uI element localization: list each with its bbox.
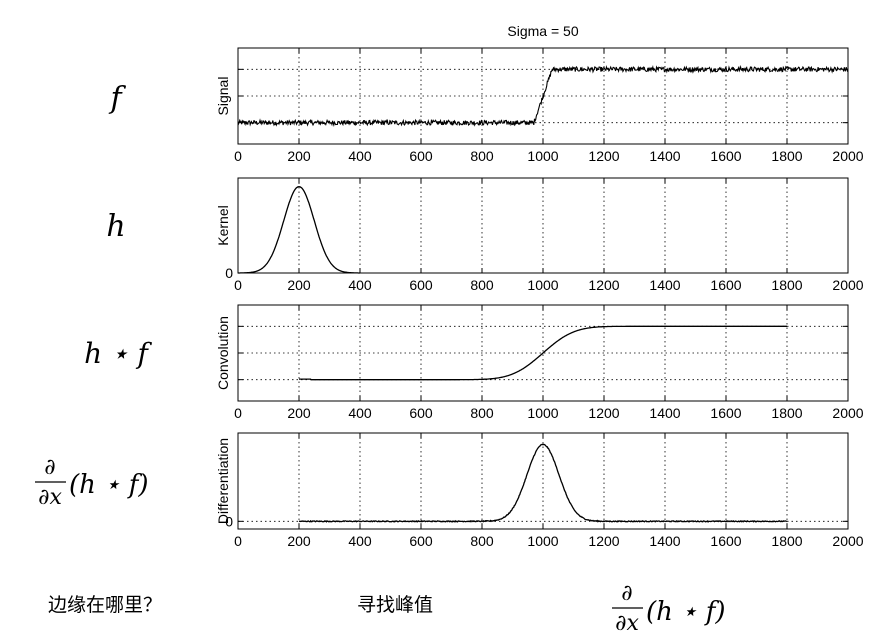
x-tick-label: 1200 (588, 277, 619, 293)
x-tick-label: 600 (409, 405, 433, 421)
x-tick-label: 200 (287, 148, 311, 164)
series-line (237, 64, 849, 127)
x-tick-label: 0 (234, 405, 242, 421)
caption-where-edge: 边缘在哪里？ (48, 594, 162, 616)
caption-derivative-formula: ∂ ∂x (h ⋆ f) (612, 581, 725, 636)
x-tick-label: 400 (348, 533, 372, 549)
x-tick-label: 1400 (649, 405, 680, 421)
x-tick-label: 400 (348, 277, 372, 293)
x-tick-label: 1600 (710, 533, 741, 549)
series-line (238, 185, 360, 274)
series-line (299, 325, 787, 381)
series-line (298, 443, 788, 523)
x-tick-label: 1800 (771, 405, 802, 421)
row-label-signal: f (108, 81, 126, 116)
panel-signal: 0 200 400 600 800 1000 1200 1400 1600 1800 2000 Sig… (215, 47, 864, 164)
x-tick-label: 400 (348, 405, 372, 421)
partial-denominator: ∂x (38, 485, 62, 510)
panel-convolution: 0 200 400 600 800 1000 1200 1400 1600 1800 2000 Con… (215, 304, 864, 421)
x-tick-label: 600 (409, 533, 433, 549)
x-tick-label: 1800 (771, 148, 802, 164)
caption-partial-numerator: ∂ (621, 581, 632, 606)
row-label-kernel: h (106, 209, 125, 244)
x-tick-label: 1200 (588, 405, 619, 421)
x-tick-label: 800 (470, 533, 494, 549)
partial-numerator: ∂ (44, 455, 55, 480)
x-tick-label: 2000 (832, 533, 863, 549)
x-tick-label: 800 (470, 405, 494, 421)
x-tick-label: 0 (234, 277, 242, 293)
y-tick-label: 0 (225, 513, 233, 529)
x-tick-label: 200 (287, 533, 311, 549)
x-tick-label: 0 (234, 148, 242, 164)
row-label-differentiation: ∂ ∂x (h ⋆ f) (35, 455, 148, 510)
x-tick-label: 1000 (527, 277, 558, 293)
row-label-convolution: h ⋆ f (84, 337, 152, 370)
x-tick-label: 1000 (527, 533, 558, 549)
caption-derivative-suffix: (h ⋆ f) (646, 597, 725, 627)
figure-title: Sigma = 50 (507, 23, 578, 39)
x-tick-label: 1400 (649, 148, 680, 164)
x-tick-label: 1600 (710, 405, 741, 421)
x-tick-label: 1600 (710, 148, 741, 164)
x-tick-label: 600 (409, 148, 433, 164)
y-tick-label: 0 (225, 265, 233, 281)
x-tick-label: 1000 (527, 148, 558, 164)
x-tick-label: 400 (348, 148, 372, 164)
x-tick-label: 1200 (588, 148, 619, 164)
x-tick-label: 200 (287, 277, 311, 293)
x-tick-label: 2000 (832, 277, 863, 293)
caption-find-peak: 寻找峰值 (357, 594, 433, 616)
x-tick-label: 200 (287, 405, 311, 421)
x-tick-label: 600 (409, 277, 433, 293)
x-tick-label: 1400 (649, 533, 680, 549)
x-tick-label: 2000 (832, 148, 863, 164)
panel-kernel: 0 200 400 600 800 1000 1200 1400 1600 1800 2000 0 Ke… (215, 177, 864, 293)
x-tick-label: 1800 (771, 277, 802, 293)
x-tick-label: 1000 (527, 405, 558, 421)
x-tick-label: 1200 (588, 533, 619, 549)
caption-partial-denominator: ∂x (615, 611, 639, 636)
y-axis-label: Differentiation (215, 438, 231, 524)
x-tick-label: 1800 (771, 533, 802, 549)
differentiation-suffix: (h ⋆ f) (69, 470, 148, 500)
x-tick-label: 800 (470, 277, 494, 293)
y-axis-label: Signal (215, 77, 231, 116)
panel-differentiation: 0 200 400 600 800 1000 1200 1400 1600 1800 2000 0Di… (215, 432, 864, 549)
y-axis-label: Convolution (215, 316, 231, 390)
x-tick-label: 2000 (832, 405, 863, 421)
x-tick-label: 1400 (649, 277, 680, 293)
y-axis-label: Kernel (215, 205, 231, 245)
x-tick-label: 800 (470, 148, 494, 164)
x-tick-label: 0 (234, 533, 242, 549)
x-tick-label: 1600 (710, 277, 741, 293)
